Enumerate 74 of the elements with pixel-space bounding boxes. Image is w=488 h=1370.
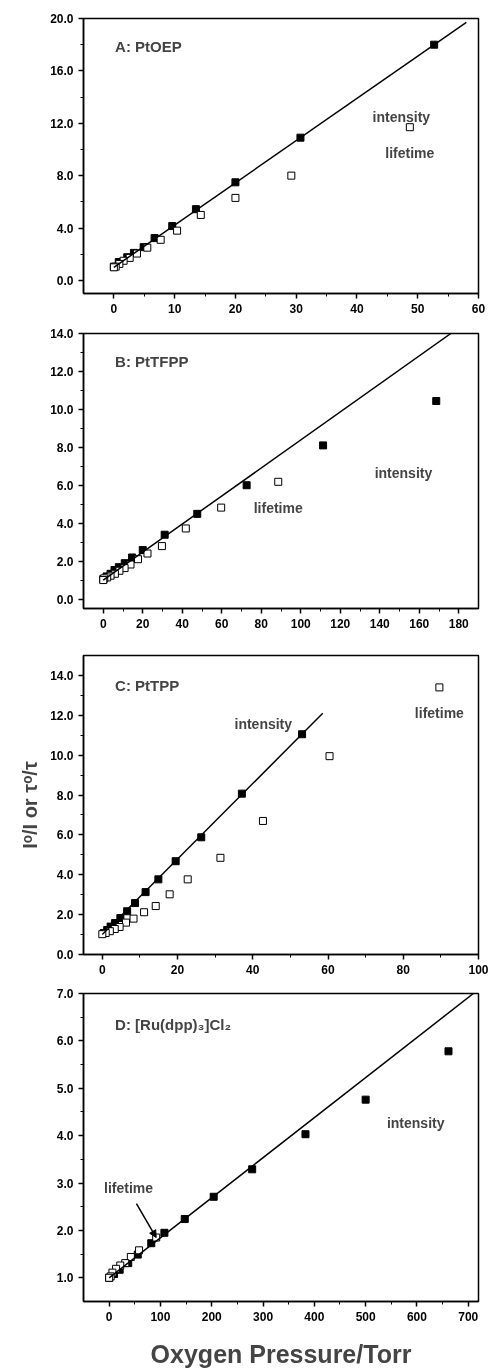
- text: B: PtTFPP: [115, 352, 189, 370]
- x-tick-label: 500: [355, 1309, 376, 1324]
- y-tick-label: 10.0: [50, 402, 74, 417]
- x-tick-label: 20: [228, 301, 243, 316]
- y-tick-label: 4.0: [56, 516, 74, 531]
- y-tick-label: 3.0: [56, 1176, 74, 1191]
- y-tick-label: 12.0: [50, 364, 74, 379]
- x-tick-label: 700: [458, 1309, 479, 1324]
- series-label: intensity: [234, 716, 293, 733]
- text: intensity: [372, 108, 431, 125]
- y-tick-label: 12.0: [50, 708, 74, 723]
- y-tick-label: 8.0: [56, 169, 74, 184]
- x-tick-label: 0: [98, 962, 106, 977]
- x-tick-label: 60: [321, 962, 336, 977]
- x-tick-label: 400: [304, 1309, 325, 1324]
- y-tick-label: 16.0: [50, 64, 74, 79]
- y-tick-label: 12.0: [50, 116, 74, 131]
- x-tick-label: 180: [448, 616, 470, 631]
- x-tick-label: 40: [350, 301, 364, 316]
- x-tick-label: 0: [110, 301, 118, 316]
- x-tick-label: 60: [215, 616, 229, 631]
- y-tick-label: 8.0: [56, 440, 74, 455]
- y-tick-label: 0.0: [56, 948, 74, 962]
- y-tick-label: 14.0: [50, 668, 74, 683]
- x-tick-label: 80: [396, 962, 411, 977]
- x-tick-label: 300: [253, 1309, 274, 1324]
- y-tick-label: 8.0: [56, 788, 74, 803]
- y-tick-label: 6.0: [56, 828, 74, 843]
- y-tick-label: 6.0: [56, 1034, 74, 1049]
- y-tick-label: 2.0: [56, 1223, 74, 1238]
- y-tick-label: 14.0: [50, 327, 74, 341]
- x-tick-label: 60: [471, 301, 486, 316]
- y-tick-label: 10.0: [50, 748, 74, 763]
- x-tick-label: 30: [289, 301, 304, 316]
- series-label: lifetime: [414, 705, 465, 722]
- x-tick-label: 160: [409, 616, 430, 631]
- text: A: PtOEP: [115, 37, 182, 55]
- text: D: [Ru(dpp)₃]Cl₂: [115, 1015, 232, 1033]
- y-tick-label: 1.0: [56, 1271, 74, 1286]
- x-tick-label: 10: [167, 301, 182, 316]
- y-axis-title: Iᵒ/I or τᵒ/τ: [19, 761, 42, 849]
- y-tick-label: 6.0: [56, 478, 74, 493]
- y-tick-label: 0.0: [56, 273, 74, 288]
- x-tick-label: 100: [468, 962, 488, 977]
- y-tick-label: 2.0: [56, 908, 74, 923]
- y-tick-label: 4.0: [56, 1129, 74, 1144]
- x-tick-label: 600: [406, 1309, 428, 1324]
- x-tick-label: 100: [150, 1309, 171, 1324]
- x-tick-label: 100: [290, 616, 312, 631]
- x-axis-title: Oxygen Pressure/Torr: [150, 1339, 412, 1368]
- x-tick-label: 20: [136, 616, 150, 631]
- x-tick-label: 20: [170, 962, 185, 977]
- series-label: lifetime: [385, 145, 435, 162]
- text: C: PtTPP: [115, 676, 180, 694]
- y-tick-label: 7.0: [56, 987, 74, 1001]
- x-tick-label: 40: [246, 962, 260, 977]
- x-tick-label: 0: [105, 1309, 113, 1324]
- y-tick-label: 4.0: [56, 868, 74, 883]
- y-tick-label: 2.0: [56, 554, 74, 569]
- y-tick-label: 0.0: [56, 592, 74, 607]
- x-tick-label: 140: [369, 616, 391, 631]
- y-tick-label: 20.0: [50, 12, 74, 26]
- series-label: lifetime: [253, 499, 303, 516]
- series-label: intensity: [386, 1115, 445, 1132]
- text: lifetime: [104, 1180, 154, 1197]
- x-tick-label: 50: [411, 301, 425, 316]
- y-tick-label: 4.0: [56, 221, 74, 236]
- text: intensity: [374, 465, 433, 482]
- x-tick-label: 40: [175, 616, 190, 631]
- y-tick-label: 5.0: [56, 1081, 74, 1096]
- x-tick-label: 200: [201, 1309, 223, 1324]
- x-tick-label: 80: [254, 616, 269, 631]
- x-tick-label: 120: [330, 616, 351, 631]
- x-tick-label: 0: [99, 616, 107, 631]
